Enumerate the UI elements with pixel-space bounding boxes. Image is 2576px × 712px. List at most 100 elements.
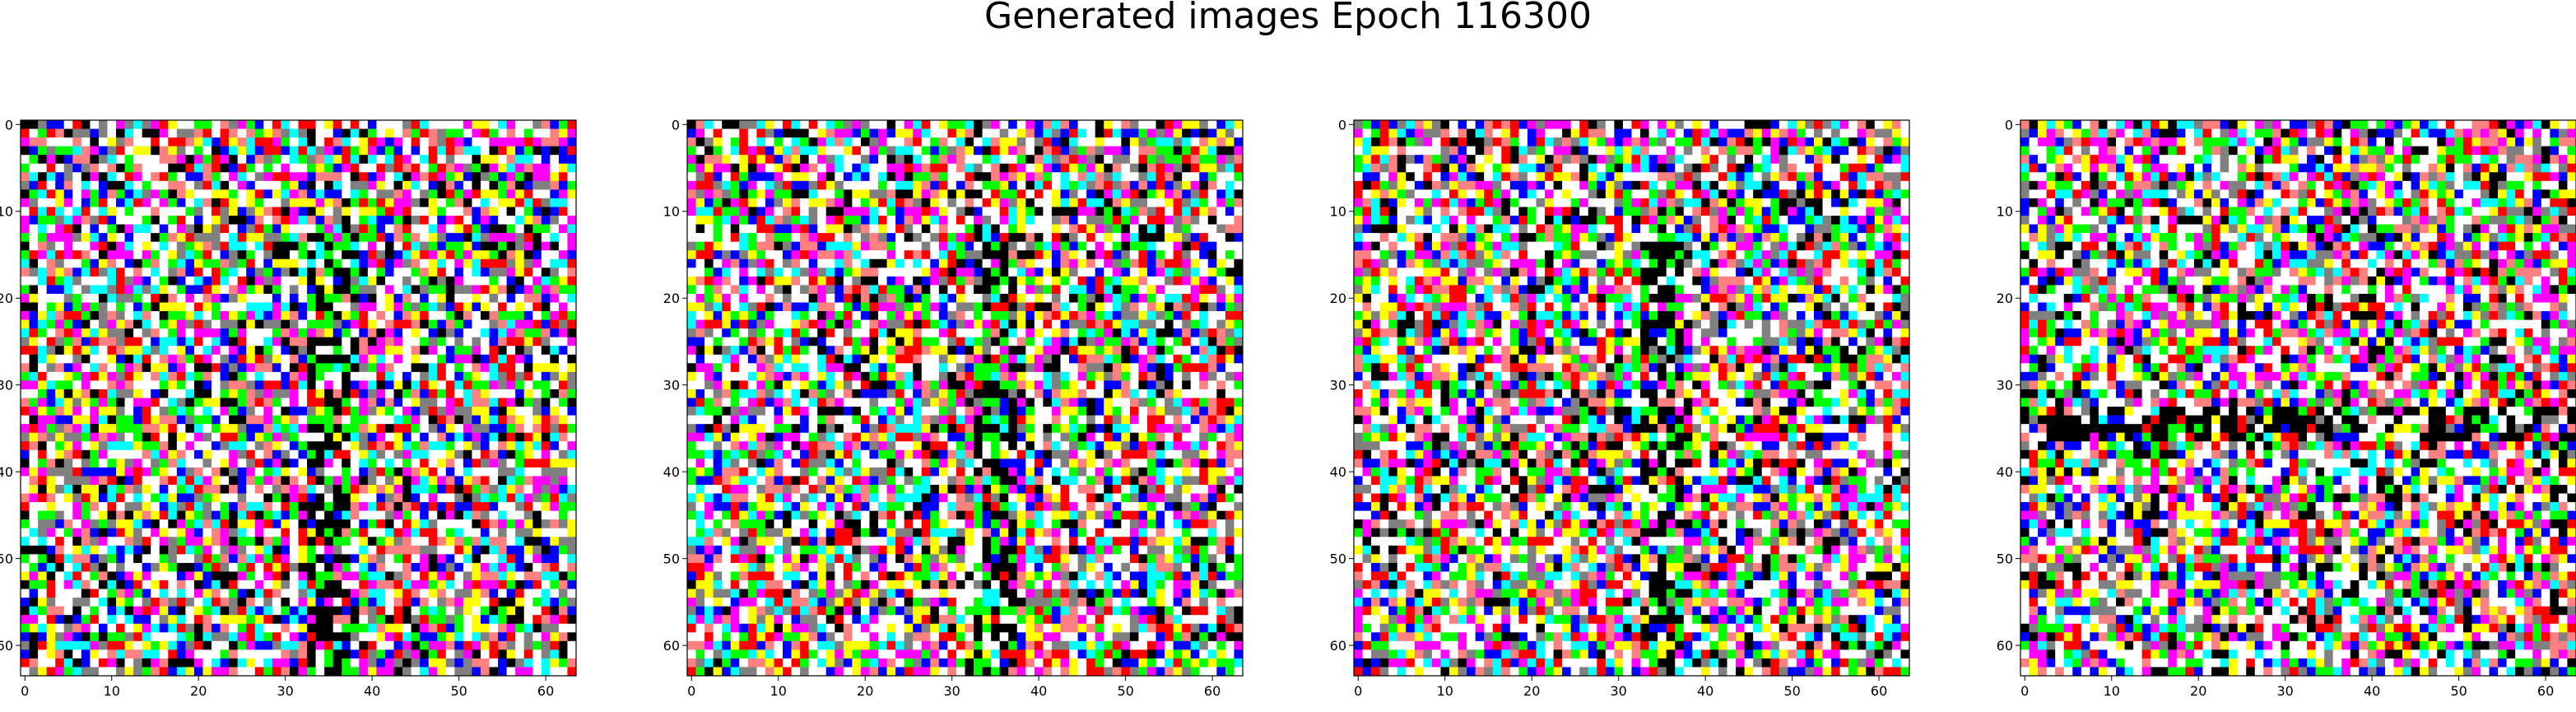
image-pixel [515,563,524,572]
image-pixel [272,355,281,364]
image-pixel [99,216,108,225]
image-pixel [212,207,221,216]
image-pixel [168,129,177,138]
image-pixel [47,302,56,311]
image-pixel [1061,225,1070,234]
image-pixel [72,554,81,563]
image-pixel [542,416,551,425]
image-pixel [748,225,757,234]
image-pixel [107,250,116,259]
image-pixel [1086,172,1095,181]
image-pixel [160,632,169,641]
image-pixel [99,485,108,494]
image-pixel [272,407,281,416]
image-pixel [272,641,281,650]
image-pixel [55,189,64,198]
image-pixel [412,225,421,234]
image-pixel [559,598,568,607]
image-pixel [30,407,39,416]
image-pixel [498,571,507,580]
image-pixel [368,207,377,216]
image-pixel [107,649,116,658]
image-pixel [202,372,212,381]
image-pixel [255,320,264,329]
image-pixel [107,458,116,468]
image-pixel [168,164,177,173]
image-pixel [359,311,368,320]
image-pixel [307,589,316,598]
image-pixel [333,259,342,268]
image-pixel [307,615,316,624]
image-pixel [394,615,403,624]
image-pixel [263,563,272,572]
image-pixel [307,563,316,572]
image-pixel [351,667,360,676]
image-pixel [550,416,559,425]
image-pixel [490,164,499,173]
image-pixel [177,277,186,286]
image-pixel [194,433,203,442]
image-pixel [168,259,177,268]
image-pixel [532,311,542,320]
image-pixel [783,172,792,181]
image-pixel [307,233,316,242]
image-pixel [359,624,368,633]
image-pixel [81,268,91,277]
image-pixel [368,337,377,347]
image-pixel [748,189,757,198]
image-pixel [324,441,333,450]
image-pixel [550,511,559,520]
image-pixel [939,172,948,181]
image-pixel [263,416,272,425]
image-pixel [714,129,723,138]
image-pixel [1043,189,1052,198]
image-pixel [429,511,438,520]
image-pixel [160,598,169,607]
image-pixel [21,120,30,129]
image-pixel [376,268,385,277]
image-pixel [185,172,194,181]
image-pixel [160,476,169,485]
image-pixel [238,589,247,598]
image-pixel [939,147,948,156]
image-pixel [290,458,299,468]
image-pixel [38,337,47,347]
image-pixel [30,337,39,347]
image-pixel [756,164,765,173]
image-pixel [272,250,281,259]
image-pixel [429,667,438,676]
image-pixel [696,198,705,207]
image-pixel [567,181,576,190]
image-pixel [1043,147,1052,156]
image-pixel [21,649,30,658]
image-pixel [739,233,748,242]
image-pixel [895,120,904,129]
image-pixel [290,502,299,511]
image-pixel [324,458,333,468]
image-pixel [90,250,99,259]
image-pixel [316,607,325,616]
image-pixel [342,468,351,477]
image-pixel [429,355,438,364]
image-pixel [90,164,99,173]
image-pixel [559,502,568,511]
image-pixel [490,189,499,198]
image-pixel [351,147,360,156]
image-pixel [376,259,385,268]
image-pixel [895,147,904,156]
image-pixel [687,129,696,138]
image-pixel [714,181,723,190]
image-pixel [221,580,230,589]
image-pixel [185,137,194,147]
image-pixel [221,129,230,138]
image-pixel [160,554,169,563]
image-pixel [956,137,965,147]
image-pixel [481,632,490,641]
image-pixel [490,181,499,190]
image-pixel [1130,129,1139,138]
image-pixel [472,398,481,407]
image-pixel [333,641,342,650]
image-pixel [524,441,533,450]
image-pixel [255,537,264,546]
image-pixel [64,233,73,242]
